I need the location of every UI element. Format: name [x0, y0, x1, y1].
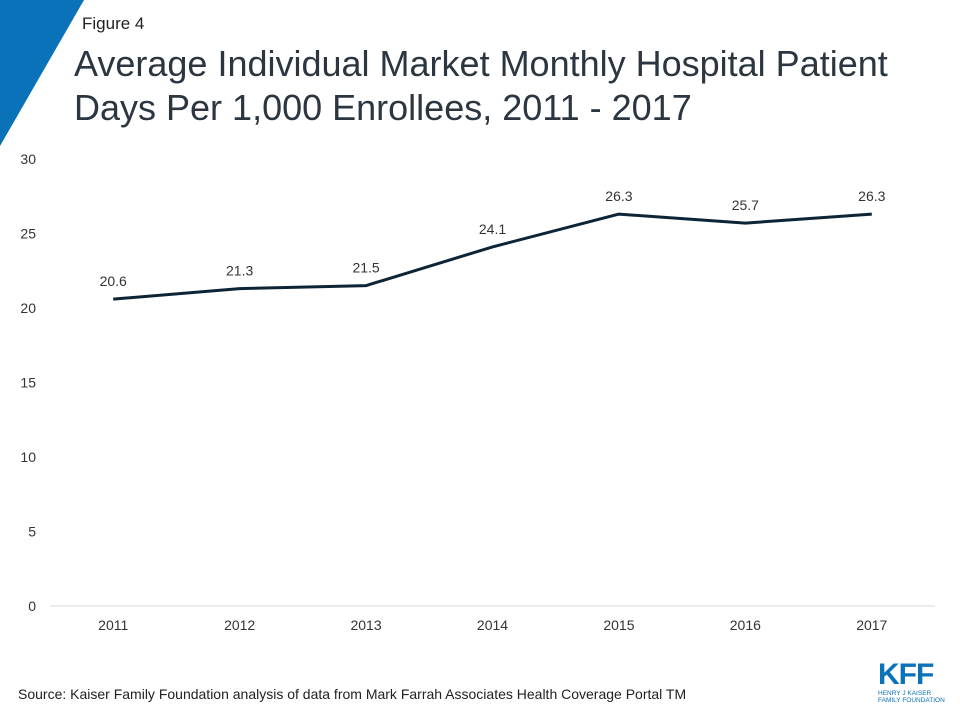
x-tick-label: 2013 [350, 617, 381, 633]
data-label: 25.7 [732, 197, 759, 213]
x-axis: 2011 2012 2013 2014 2015 2016 2017 [98, 617, 887, 633]
x-tick-label: 2016 [730, 617, 761, 633]
data-label: 24.1 [479, 221, 506, 237]
kff-logo-subtitle-line2: FAMILY FOUNDATION [878, 697, 945, 704]
y-tick-label: 15 [20, 375, 36, 391]
y-tick-label: 20 [20, 300, 36, 316]
y-tick-label: 10 [20, 449, 36, 465]
kff-logo-subtitle: HENRY J KAISER FAMILY FOUNDATION [878, 690, 948, 704]
y-tick-label: 30 [20, 151, 36, 167]
source-note: Source: Kaiser Family Foundation analysi… [18, 686, 687, 702]
corner-accent-shape [0, 0, 84, 146]
y-axis: 0 5 10 15 20 25 30 [20, 151, 36, 614]
y-tick-label: 5 [28, 524, 36, 540]
data-label: 26.3 [605, 188, 632, 204]
kff-logo-subtitle-line1: HENRY J KAISER [878, 690, 932, 697]
x-tick-label: 2015 [603, 617, 634, 633]
x-tick-label: 2011 [98, 617, 128, 633]
data-label: 21.3 [226, 263, 253, 279]
figure-label: Figure 4 [82, 14, 145, 33]
data-label: 21.5 [352, 260, 379, 276]
x-tick-label: 2017 [856, 617, 887, 633]
data-label: 26.3 [858, 188, 885, 204]
series-line [113, 212, 872, 301]
x-tick-label: 2012 [224, 617, 255, 633]
chart-title: Average Individual Market Monthly Hospit… [74, 43, 888, 128]
kff-logo: KFF HENRY J KAISER FAMILY FOUNDATION [878, 658, 948, 705]
y-tick-label: 0 [28, 598, 36, 614]
data-label: 20.6 [100, 273, 127, 289]
kff-logo-mark: KFF [878, 658, 934, 691]
x-tick-label: 2014 [477, 617, 508, 633]
y-tick-label: 25 [20, 226, 36, 242]
data-labels: 20.6 21.3 21.5 24.1 26.3 25.7 26.3 [100, 188, 886, 289]
